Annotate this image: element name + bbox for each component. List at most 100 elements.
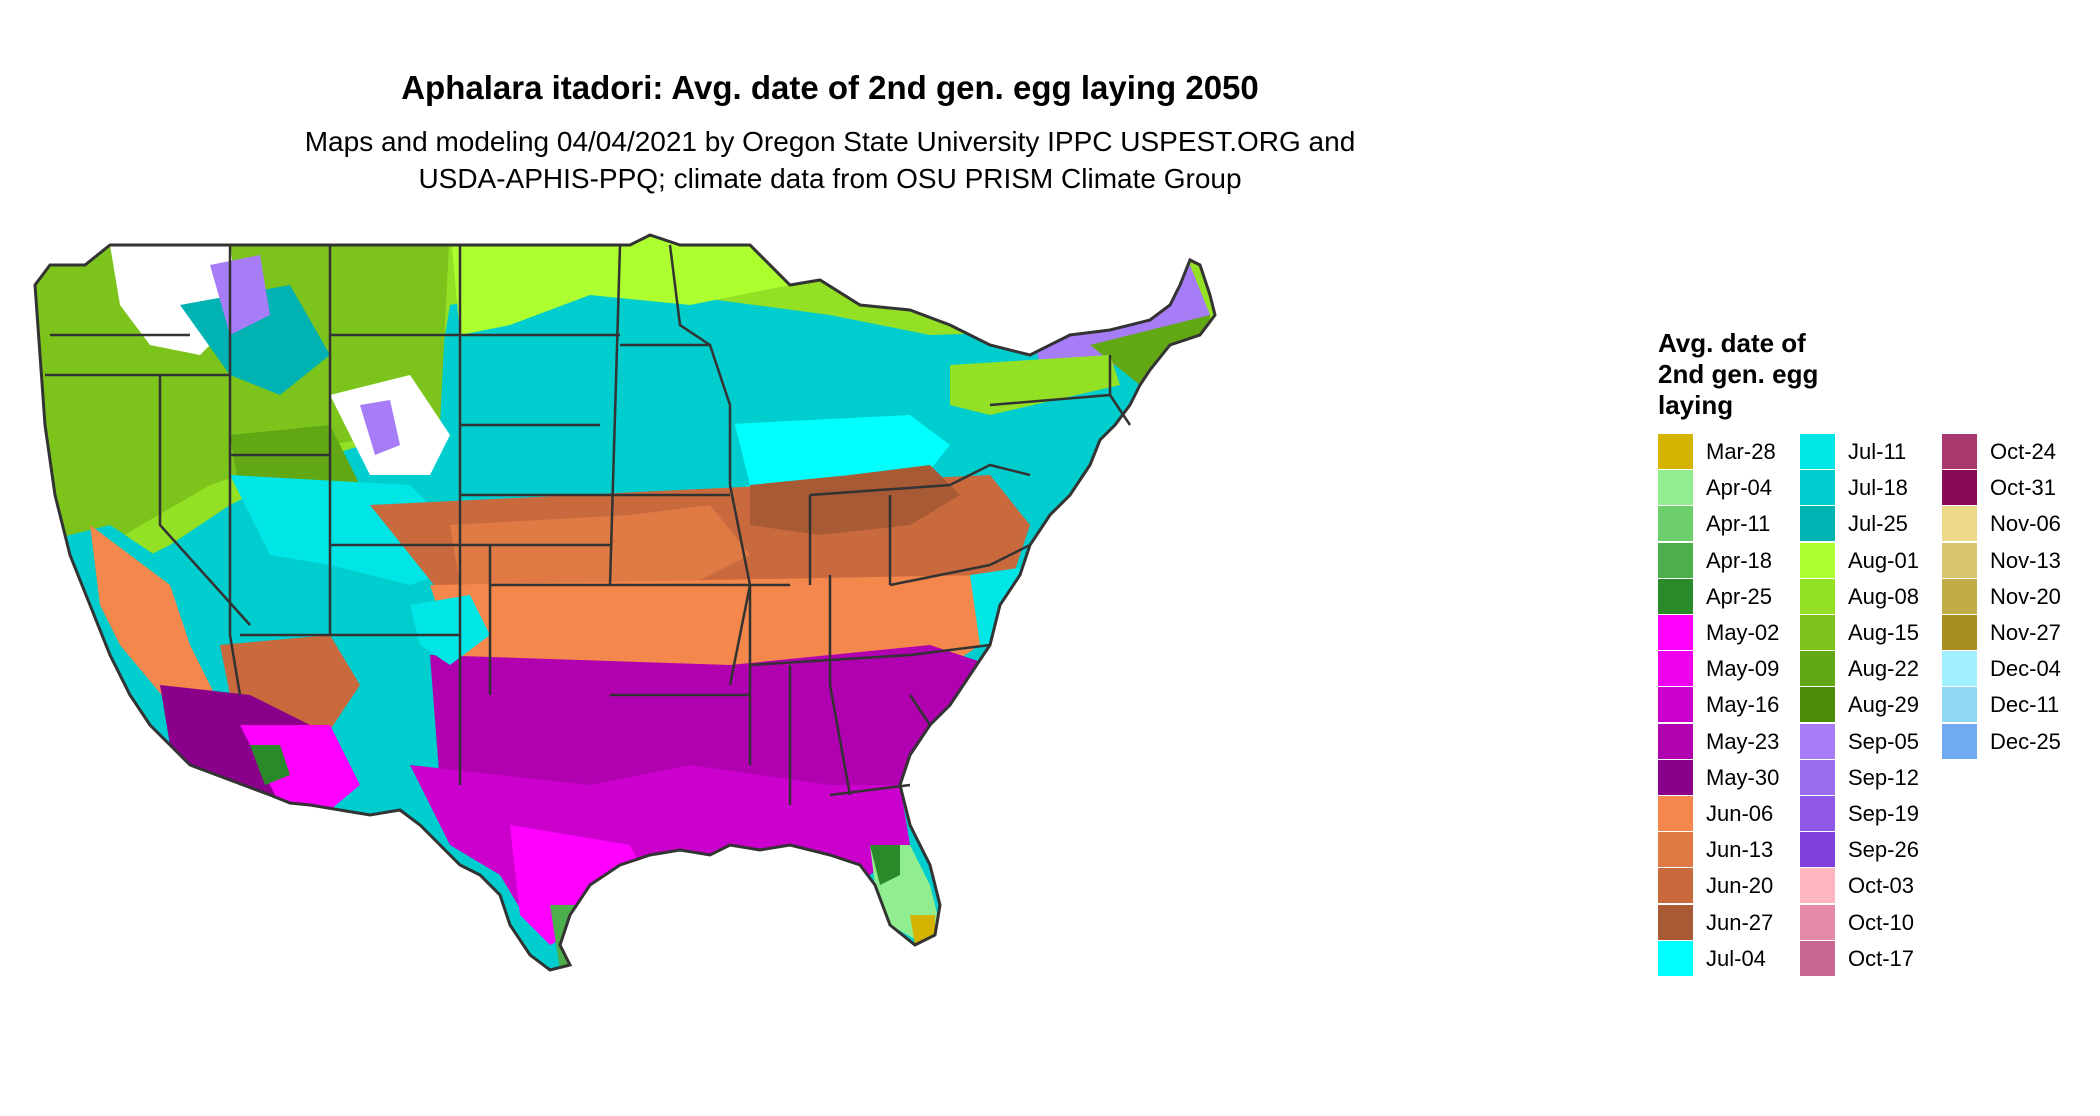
legend-label: Aug-29 [1848, 692, 1919, 718]
legend-label: Dec-11 [1990, 692, 2060, 718]
legend-label: Sep-12 [1848, 764, 1919, 790]
legend-swatch [1658, 470, 1693, 506]
legend-item: Oct-17 [1800, 940, 1940, 977]
legend-item: Aug-08 [1800, 578, 1940, 615]
legend-label: Dec-25 [1990, 728, 2061, 754]
legend-item: Jun-06 [1658, 796, 1798, 832]
legend-swatch [1942, 506, 1977, 542]
legend-label: Apr-18 [1706, 547, 1773, 573]
legend-label: Jun-20 [1706, 873, 1774, 899]
legend-item: Mar-28 [1658, 434, 1798, 470]
legend-swatch [1658, 542, 1693, 578]
legend-item: Oct-03 [1800, 868, 1940, 904]
legend-item: Jul-11 [1800, 434, 1940, 470]
legend-item: Apr-11 [1658, 506, 1798, 542]
legend-swatch [1942, 578, 1977, 614]
legend-item: Aug-22 [1800, 651, 1940, 687]
legend-item: Dec-04 [1942, 651, 2082, 687]
map-subtitle-line-1: Maps and modeling 04/04/2021 by Oregon S… [304, 126, 1356, 157]
legend-item: May-23 [1658, 723, 1798, 760]
legend-swatch [1800, 615, 1835, 650]
legend-swatch [1800, 506, 1835, 542]
legend-title-line: laying [1658, 390, 1734, 420]
legend-swatch [1800, 940, 1835, 976]
legend-item: Sep-12 [1800, 759, 1940, 796]
legend-label: May-30 [1706, 764, 1780, 790]
legend-swatch [1658, 434, 1693, 469]
legend-label: Apr-11 [1706, 511, 1771, 537]
legend-label: Oct-24 [1990, 439, 2057, 464]
legend-item: Jun-13 [1658, 832, 1798, 868]
legend-swatch [1658, 796, 1693, 831]
legend-swatch [1800, 796, 1835, 831]
legend-swatch [1658, 651, 1693, 687]
legend-swatch [1942, 470, 1977, 506]
legend-label: May-02 [1706, 620, 1780, 645]
legend-item: May-02 [1658, 615, 1798, 651]
legend-item: Oct-10 [1800, 904, 1940, 941]
legend-swatch [1800, 470, 1835, 506]
legend-label: Nov-13 [1990, 547, 2061, 573]
legend-item: Jun-27 [1658, 904, 1798, 941]
legend-swatch [1800, 832, 1835, 868]
legend-swatch [1800, 723, 1835, 759]
legend-swatch [1658, 904, 1693, 940]
legend-swatch [1658, 832, 1693, 868]
legend-item: Aug-29 [1800, 687, 1940, 723]
us-outline [33, 233, 1217, 972]
legend-label: Apr-04 [1706, 475, 1773, 501]
legend-label: Oct-17 [1848, 945, 1915, 971]
legend-swatch [1658, 868, 1693, 904]
legend-label: Jun-06 [1706, 801, 1774, 826]
legend-swatch [1942, 687, 1977, 723]
legend-item: Aug-15 [1800, 615, 1940, 651]
legend-label: Sep-05 [1848, 728, 1919, 754]
legend-label: Jul-18 [1848, 475, 1908, 501]
legend-swatch [1658, 723, 1693, 759]
legend: Mar-28 Apr-04 Apr-11 Apr-18 Apr-25 May-02 May-… [1658, 434, 2088, 982]
map-title: Aphalara itadori: Avg. date of 2nd gen. … [401, 69, 1259, 106]
legend-label: Jul-11 [1848, 439, 1907, 464]
legend-item: Jul-04 [1658, 940, 1798, 977]
usa-egg-laying-map [30, 225, 1630, 1085]
legend-item: Apr-04 [1658, 470, 1798, 506]
legend-swatch [1942, 651, 1977, 687]
legend-item: Apr-18 [1658, 542, 1798, 579]
legend-label: Nov-27 [1990, 620, 2061, 645]
legend-swatch [1800, 578, 1835, 614]
legend-label: Aug-01 [1848, 547, 1919, 573]
legend-swatch [1658, 578, 1693, 614]
legend-label: Aug-08 [1848, 583, 1919, 609]
legend-item: Dec-25 [1942, 723, 2082, 760]
legend-title-line: 2nd gen. egg [1658, 359, 1819, 389]
legend-item: May-09 [1658, 651, 1798, 687]
legend-label: Nov-20 [1990, 583, 2061, 609]
legend-swatch [1800, 542, 1835, 578]
legend-label: Oct-10 [1848, 909, 1915, 935]
legend-item: Nov-27 [1942, 615, 2082, 651]
legend-label: Aug-22 [1848, 656, 1919, 682]
legend-item: Apr-25 [1658, 578, 1798, 615]
legend-swatch [1658, 759, 1693, 795]
legend-item: Oct-31 [1942, 470, 2082, 506]
legend-label: Jun-13 [1706, 837, 1774, 863]
map-color-bands [35, 235, 1215, 970]
legend-item: Jul-18 [1800, 470, 1940, 506]
legend-item: Sep-05 [1800, 723, 1940, 760]
legend-swatch [1658, 940, 1693, 976]
legend-item: Sep-26 [1800, 832, 1940, 868]
state-borders [45, 244, 1132, 805]
legend-label: Jul-25 [1848, 511, 1908, 537]
legend-swatch [1800, 759, 1835, 795]
legend-item: Sep-19 [1800, 796, 1940, 832]
legend-swatch [1942, 434, 1977, 469]
legend-label: Jun-27 [1706, 909, 1774, 935]
legend-swatch [1658, 687, 1693, 723]
legend-swatch [1800, 687, 1835, 723]
legend-item: Nov-13 [1942, 542, 2082, 579]
legend-label: May-09 [1706, 656, 1780, 682]
legend-item: Jun-20 [1658, 868, 1798, 904]
legend-swatch [1800, 434, 1835, 469]
legend-item: May-30 [1658, 759, 1798, 796]
legend-label: Aug-15 [1848, 620, 1919, 645]
